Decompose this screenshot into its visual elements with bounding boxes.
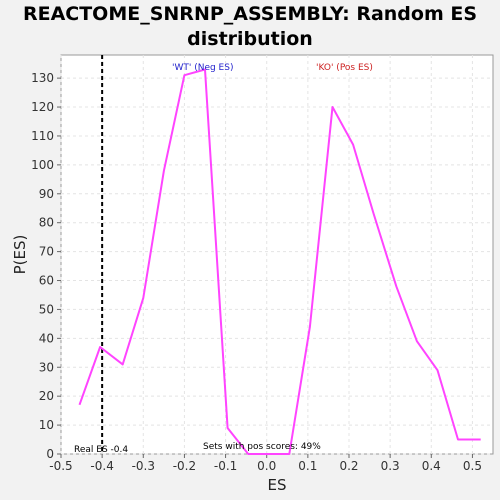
x-tick-label: 0.5 xyxy=(463,459,482,473)
chart-title: REACTOME_SNRNP_ASSEMBLY: Random ES distr… xyxy=(0,2,500,52)
x-axis-ticks: -0.5 -0.4 -0.3 -0.2 -0.1 0.0 0.1 0.2 0.3 0.4 0.5 xyxy=(49,454,482,473)
x-tick-label: 0.3 xyxy=(381,459,400,473)
y-tick-label: 70 xyxy=(39,245,54,259)
y-axis-ticks: 0 10 20 30 40 50 60 70 80 90 100 110 120 130 xyxy=(31,71,61,461)
x-axis-label: ES xyxy=(268,476,287,494)
y-tick-label: 30 xyxy=(39,360,54,374)
y-tick-label: 60 xyxy=(39,274,54,288)
x-tick-label: 0.1 xyxy=(298,459,317,473)
y-tick-label: 20 xyxy=(39,389,54,403)
x-tick-label: -0.3 xyxy=(132,459,155,473)
ko-label: 'KO' (Pos ES) xyxy=(316,63,373,73)
y-tick-label: 80 xyxy=(39,216,54,230)
real-es-label: Real ES -0.4 xyxy=(74,445,128,455)
y-axis-label: P(ES) xyxy=(11,235,29,275)
y-tick-label: 120 xyxy=(31,100,54,114)
x-tick-label: -0.2 xyxy=(173,459,196,473)
y-tick-label: 130 xyxy=(31,71,54,85)
series-line xyxy=(78,68,481,455)
x-tick-label: -0.4 xyxy=(90,459,113,473)
plot-area xyxy=(60,54,494,455)
chart-title-line2: distribution xyxy=(187,28,313,50)
y-tick-label: 50 xyxy=(39,302,54,316)
x-tick-label: 0.4 xyxy=(422,459,441,473)
y-tick-label: 40 xyxy=(39,331,54,345)
x-tick-label: 0.0 xyxy=(257,459,276,473)
y-tick-label: 90 xyxy=(39,187,54,201)
sets-with-pos-scores-label: Sets with pos scores: 49% xyxy=(203,442,321,452)
x-tick-label: 0.2 xyxy=(339,459,358,473)
y-tick-label: 100 xyxy=(31,158,54,172)
wt-label: 'WT' (Neg ES) xyxy=(172,63,233,73)
y-tick-label: 10 xyxy=(39,418,54,432)
x-tick-label: -0.1 xyxy=(214,459,237,473)
y-tick-label: 0 xyxy=(46,447,54,461)
chart-title-line1: REACTOME_SNRNP_ASSEMBLY: Random ES xyxy=(22,3,478,25)
x-tick-label: -0.5 xyxy=(49,459,72,473)
y-tick-label: 110 xyxy=(31,129,54,143)
